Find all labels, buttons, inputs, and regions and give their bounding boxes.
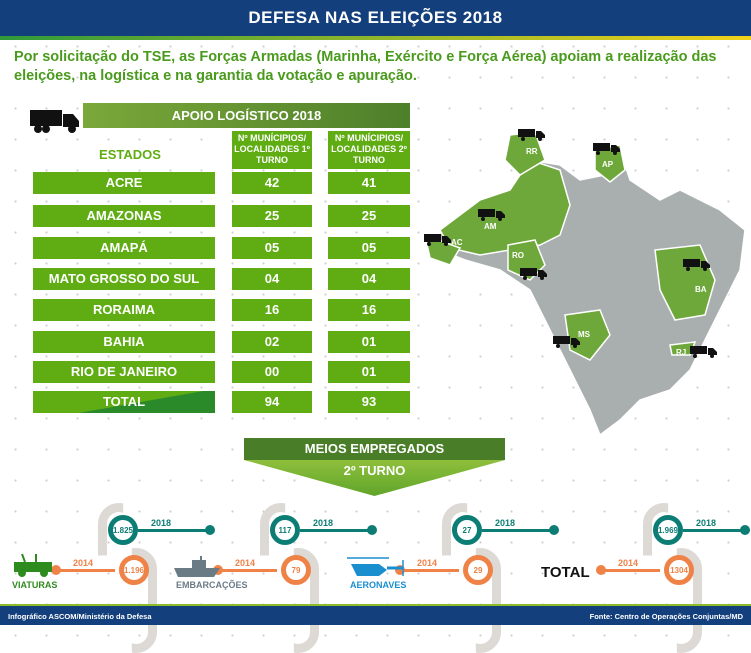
timeline-dot bbox=[740, 525, 750, 535]
map-state-label: RO bbox=[512, 251, 524, 260]
table-cell-turn1: 94 bbox=[232, 391, 312, 413]
meios-label: VIATURAS bbox=[12, 580, 58, 590]
table-cell-turn2: 01 bbox=[328, 361, 410, 383]
brazil-map bbox=[423, 131, 746, 437]
truck-icon bbox=[30, 110, 79, 133]
footer-source: Fonte: Centro de Operações Conjuntas/MD bbox=[589, 612, 743, 621]
value-2014: 29 bbox=[463, 555, 493, 585]
intro-text: Por solicitação do TSE, as Forças Armada… bbox=[14, 49, 717, 84]
map-state-label: MS bbox=[578, 330, 590, 339]
truck-icon bbox=[478, 209, 505, 221]
flag-stripe bbox=[0, 36, 751, 40]
jeep-icon bbox=[14, 553, 52, 577]
year-2014-label: 2014 bbox=[73, 558, 94, 568]
helicopter-icon bbox=[347, 557, 404, 576]
table-row-state: RIO DE JANEIRO bbox=[33, 361, 215, 383]
table-row-state: AMAPÁ bbox=[33, 237, 215, 259]
table-row-state: BAHIA bbox=[33, 331, 215, 353]
table-cell-turn2: 41 bbox=[328, 172, 410, 194]
year-2018-label: 2018 bbox=[696, 518, 717, 528]
truck-icon bbox=[520, 268, 547, 280]
table-cell-turn2: 25 bbox=[328, 205, 410, 227]
table-cell-turn1: 02 bbox=[232, 331, 312, 353]
truck-icon bbox=[690, 346, 717, 358]
value-2018: 117 bbox=[270, 515, 300, 545]
year-2014-label: 2014 bbox=[235, 558, 256, 568]
table-cell-turn1: 16 bbox=[232, 299, 312, 321]
table-cell-turn1: 42 bbox=[232, 172, 312, 194]
col-header-states: ESTADOS bbox=[99, 147, 161, 162]
footer-credit: Infográfico ASCOM/Ministério da Defesa bbox=[8, 612, 152, 621]
timeline-dot bbox=[395, 565, 405, 575]
table-cell-turn2: 93 bbox=[328, 391, 410, 413]
timeline-dot bbox=[549, 525, 559, 535]
map-state-label: AC bbox=[451, 238, 463, 247]
map-state-label: AP bbox=[602, 160, 614, 169]
truck-icon bbox=[424, 234, 451, 246]
meios-title: MEIOS EMPREGADOS bbox=[244, 438, 505, 460]
year-2018-label: 2018 bbox=[495, 518, 516, 528]
timeline-dot bbox=[205, 525, 215, 535]
meios-subtitle: 2º TURNO bbox=[343, 463, 406, 478]
table-row-state: ACRE bbox=[33, 172, 215, 194]
table-cell-turn1: 00 bbox=[232, 361, 312, 383]
truck-icon bbox=[683, 259, 710, 271]
ship-icon bbox=[174, 556, 220, 577]
map-state-label: AM bbox=[484, 222, 497, 231]
table-row-state: AMAZONAS bbox=[33, 205, 215, 227]
footer: Infográfico ASCOM/Ministério da Defesa F… bbox=[0, 604, 751, 625]
s-decoration bbox=[643, 503, 669, 556]
value-2014: 1304 bbox=[664, 555, 694, 585]
col-header-turn2: Nº MUNÍCIPIOS/ LOCALIDADES 2º TURNO bbox=[328, 131, 410, 169]
year-2018-label: 2018 bbox=[313, 518, 334, 528]
value-2018: 1.969 bbox=[653, 515, 683, 545]
table-cell-turn2: 01 bbox=[328, 331, 410, 353]
table-cell-turn2: 04 bbox=[328, 268, 410, 290]
truck-icon bbox=[553, 336, 580, 348]
year-2014-label: 2014 bbox=[618, 558, 639, 568]
s-decoration bbox=[260, 503, 286, 556]
truck-icon bbox=[593, 143, 620, 155]
table-cell-turn1: 04 bbox=[232, 268, 312, 290]
table-row-state: RORAIMA bbox=[33, 299, 215, 321]
table-cell-turn2: 16 bbox=[328, 299, 410, 321]
table-row-state: TOTAL bbox=[33, 391, 215, 413]
year-2014-label: 2014 bbox=[417, 558, 438, 568]
table-cell-turn1: 05 bbox=[232, 237, 312, 259]
value-2018: 27 bbox=[452, 515, 482, 545]
map-state-label: RJ bbox=[676, 348, 687, 357]
table-title: APOIO LOGÍSTICO 2018 bbox=[83, 103, 410, 128]
value-2018: 1.825 bbox=[108, 515, 138, 545]
table-row-state: MATO GROSSO DO SUL bbox=[33, 268, 215, 290]
timeline-dot bbox=[51, 565, 61, 575]
table-cell-turn2: 05 bbox=[328, 237, 410, 259]
value-2014: 1.196 bbox=[119, 555, 149, 585]
table-cell-turn1: 25 bbox=[232, 205, 312, 227]
meios-label: EMBARCAÇÕES bbox=[176, 580, 248, 590]
truck-icon bbox=[518, 129, 545, 141]
map-state-label: BA bbox=[695, 285, 707, 294]
map-state-label: RR bbox=[526, 147, 538, 156]
year-2018-label: 2018 bbox=[151, 518, 172, 528]
meios-label: AERONAVES bbox=[350, 580, 407, 590]
s-decoration bbox=[98, 503, 124, 556]
timeline-dot bbox=[596, 565, 606, 575]
s-decoration bbox=[442, 503, 468, 556]
timeline-dot bbox=[367, 525, 377, 535]
header-title: DEFESA NAS ELEIÇÕES 2018 bbox=[0, 0, 751, 36]
col-header-turn1: Nº MUNÍCIPIOS/ LOCALIDADES 1º TURNO bbox=[232, 131, 312, 169]
meios-label: TOTAL bbox=[541, 564, 590, 581]
value-2014: 79 bbox=[281, 555, 311, 585]
